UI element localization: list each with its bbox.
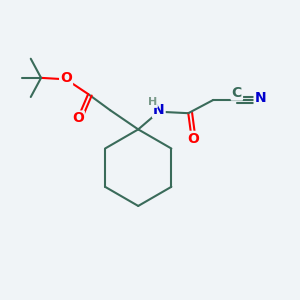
Text: C: C <box>232 85 242 100</box>
Text: N: N <box>255 92 266 106</box>
Text: N: N <box>153 103 165 117</box>
Text: O: O <box>72 112 84 125</box>
Text: O: O <box>188 132 200 146</box>
Text: O: O <box>60 71 72 85</box>
Text: H: H <box>148 97 157 107</box>
